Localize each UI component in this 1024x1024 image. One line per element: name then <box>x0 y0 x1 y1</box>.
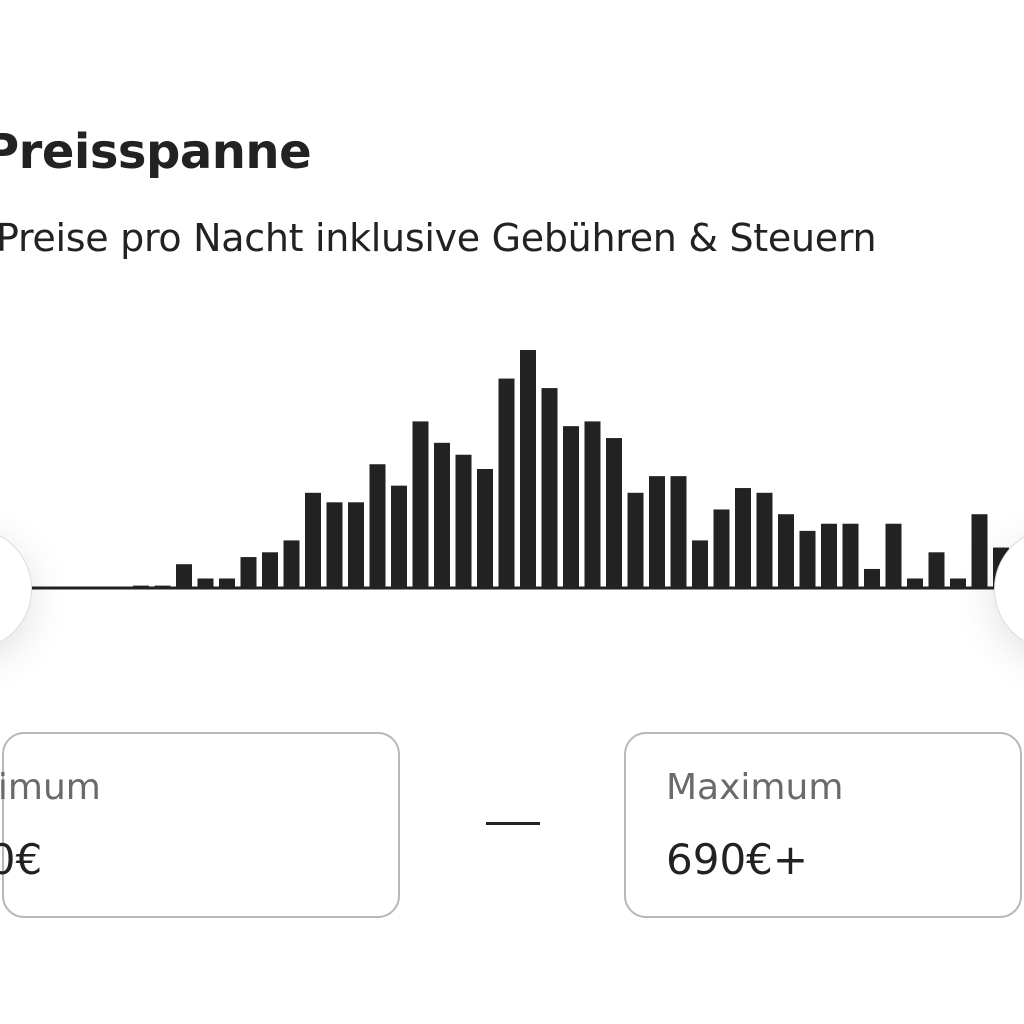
histogram-bar <box>907 578 923 588</box>
histogram-bar <box>434 442 450 588</box>
histogram-bar <box>649 476 665 588</box>
histogram-bar <box>692 540 708 588</box>
histogram-bar <box>842 523 859 588</box>
maximum-price-value[interactable]: 690€+ <box>666 835 809 884</box>
histogram-bar <box>348 502 364 588</box>
histogram-bar <box>735 488 751 588</box>
histogram-bar <box>778 514 794 588</box>
minimum-price-value[interactable]: 10€ <box>0 835 43 884</box>
histogram-bar <box>262 552 278 588</box>
histogram-bar <box>606 438 622 588</box>
histogram-bar <box>584 421 601 588</box>
histogram-bar <box>219 578 235 588</box>
histogram-bar <box>864 568 880 588</box>
minimum-price-label: Minimum <box>0 767 101 808</box>
histogram-bar <box>799 530 816 588</box>
minimum-price-field[interactable]: Minimum 10€ <box>0 732 400 918</box>
histogram-bar <box>305 492 321 588</box>
histogram-bar <box>821 523 837 588</box>
histogram-bar <box>885 523 902 588</box>
histogram-bar <box>197 578 214 588</box>
histogram-bar <box>756 492 773 588</box>
histogram-bar <box>950 578 966 588</box>
histogram-bar <box>971 514 988 588</box>
histogram-bar <box>412 421 429 588</box>
histogram-bar <box>563 426 579 588</box>
price-histogram <box>30 350 1024 590</box>
histogram-bar <box>133 585 149 588</box>
histogram-bar <box>498 378 515 588</box>
histogram-bar <box>928 552 945 588</box>
maximum-price-field[interactable]: Maximum 690€+ <box>624 732 1022 918</box>
histogram-bar <box>520 350 536 588</box>
histogram-bar <box>369 464 386 588</box>
range-separator <box>486 822 540 825</box>
maximum-price-label: Maximum <box>666 767 844 808</box>
histogram-bar <box>176 564 192 588</box>
histogram-bar <box>240 557 257 588</box>
histogram-bar <box>326 502 343 588</box>
histogram-bar <box>627 492 644 588</box>
histogram-bar <box>154 585 171 588</box>
histogram-bar <box>541 388 558 588</box>
price-range-title: Preisspanne <box>0 124 312 180</box>
histogram-bar <box>477 469 493 588</box>
histogram-bar <box>713 509 730 588</box>
histogram-bar <box>670 476 687 588</box>
histogram-bar <box>455 454 472 588</box>
histogram-bar <box>391 485 407 588</box>
price-range-subtitle: Preise pro Nacht inklusive Gebühren & St… <box>0 216 877 260</box>
histogram-bar <box>283 540 300 588</box>
